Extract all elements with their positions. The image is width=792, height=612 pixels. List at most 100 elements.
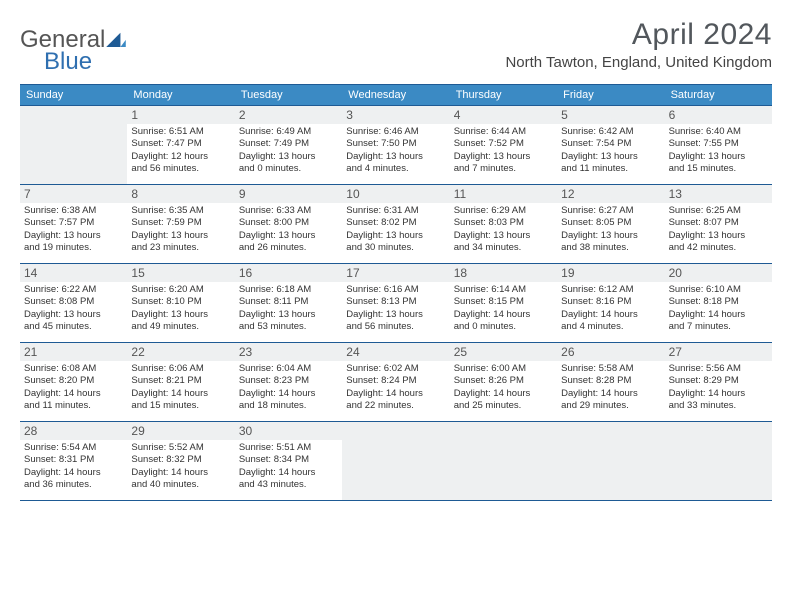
calendar-page: GeneralBlue April 2024 North Tawton, Eng… [0, 0, 792, 515]
day-number: 24 [342, 343, 449, 361]
day-number: 9 [235, 185, 342, 203]
info-line: and 43 minutes. [239, 479, 338, 491]
day-info: Sunrise: 6:25 AMSunset: 8:07 PMDaylight:… [669, 205, 768, 254]
day-cell: 4 Sunrise: 6:44 AMSunset: 7:52 PMDaylight… [450, 106, 557, 184]
info-line: Daylight: 14 hours [454, 309, 553, 321]
info-line: Sunset: 7:49 PM [239, 138, 338, 150]
day-cell: 23Sunrise: 6:04 AMSunset: 8:23 PMDayligh… [235, 343, 342, 421]
info-line: and 7 minutes. [669, 321, 768, 333]
info-line: and 42 minutes. [669, 242, 768, 254]
day-number: 5 [557, 106, 664, 124]
info-line: Sunrise: 5:52 AM [131, 442, 230, 454]
day-number: 27 [665, 343, 772, 361]
day-cell: 19Sunrise: 6:12 AMSunset: 8:16 PMDayligh… [557, 264, 664, 342]
day-info: Sunrise: 6:08 AMSunset: 8:20 PMDaylight:… [24, 363, 123, 412]
info-line: Daylight: 14 hours [561, 388, 660, 400]
info-line: and 29 minutes. [561, 400, 660, 412]
info-line: Sunrise: 5:56 AM [669, 363, 768, 375]
info-line: and 4 minutes. [346, 163, 445, 175]
weekday: Saturday [665, 85, 772, 105]
info-line: Sunrise: 6:00 AM [454, 363, 553, 375]
day-info: Sunrise: 6:27 AMSunset: 8:05 PMDaylight:… [561, 205, 660, 254]
info-line: Daylight: 14 hours [239, 467, 338, 479]
info-line: Sunrise: 6:42 AM [561, 126, 660, 138]
day-cell: 12Sunrise: 6:27 AMSunset: 8:05 PMDayligh… [557, 185, 664, 263]
header: GeneralBlue April 2024 North Tawton, Eng… [20, 18, 772, 76]
info-line: Sunrise: 5:58 AM [561, 363, 660, 375]
info-line: Daylight: 13 hours [346, 230, 445, 242]
info-line: and 11 minutes. [561, 163, 660, 175]
day-cell: 1Sunrise: 6:51 AMSunset: 7:47 PMDaylight… [127, 106, 234, 184]
day-number: 25 [450, 343, 557, 361]
info-line: Sunrise: 6:18 AM [239, 284, 338, 296]
day-number: 17 [342, 264, 449, 282]
day-info: Sunrise: 6:44 AMSunset: 7:52 PMDaylight:… [454, 126, 553, 175]
info-line: Daylight: 14 hours [561, 309, 660, 321]
day-cell: 21Sunrise: 6:08 AMSunset: 8:20 PMDayligh… [20, 343, 127, 421]
weekday: Thursday [450, 85, 557, 105]
info-line: Sunrise: 6:44 AM [454, 126, 553, 138]
info-line: and 19 minutes. [24, 242, 123, 254]
info-line: Sunset: 7:50 PM [346, 138, 445, 150]
info-line: Sunset: 8:24 PM [346, 375, 445, 387]
day-info: Sunrise: 5:51 AMSunset: 8:34 PMDaylight:… [239, 442, 338, 491]
info-line: Sunset: 8:21 PM [131, 375, 230, 387]
info-line: Sunset: 8:08 PM [24, 296, 123, 308]
day-info: Sunrise: 6:14 AMSunset: 8:15 PMDaylight:… [454, 284, 553, 333]
info-line: Sunrise: 6:40 AM [669, 126, 768, 138]
info-line: Sunrise: 6:04 AM [239, 363, 338, 375]
day-info: Sunrise: 6:10 AMSunset: 8:18 PMDaylight:… [669, 284, 768, 333]
info-line: and 33 minutes. [669, 400, 768, 412]
day-number: 16 [235, 264, 342, 282]
day-info: Sunrise: 5:52 AMSunset: 8:32 PMDaylight:… [131, 442, 230, 491]
info-line: Sunset: 8:11 PM [239, 296, 338, 308]
day-cell [20, 106, 127, 184]
info-line: Daylight: 14 hours [131, 388, 230, 400]
day-info: Sunrise: 6:16 AMSunset: 8:13 PMDaylight:… [346, 284, 445, 333]
day-cell [450, 422, 557, 500]
info-line: and 30 minutes. [346, 242, 445, 254]
info-line: Sunset: 8:20 PM [24, 375, 123, 387]
day-cell: 13Sunrise: 6:25 AMSunset: 8:07 PMDayligh… [665, 185, 772, 263]
info-line: Daylight: 14 hours [669, 309, 768, 321]
day-number: 8 [127, 185, 234, 203]
info-line: and 4 minutes. [561, 321, 660, 333]
day-number: 2 [235, 106, 342, 124]
info-line: Daylight: 14 hours [669, 388, 768, 400]
day-info: Sunrise: 6:31 AMSunset: 8:02 PMDaylight:… [346, 205, 445, 254]
day-cell: 3Sunrise: 6:46 AMSunset: 7:50 PMDaylight… [342, 106, 449, 184]
info-line: Sunset: 7:55 PM [669, 138, 768, 150]
info-line: and 36 minutes. [24, 479, 123, 491]
info-line: and 53 minutes. [239, 321, 338, 333]
weekday-header: Sunday Monday Tuesday Wednesday Thursday… [20, 85, 772, 105]
day-info: Sunrise: 5:58 AMSunset: 8:28 PMDaylight:… [561, 363, 660, 412]
info-line: Sunset: 7:59 PM [131, 217, 230, 229]
day-cell: 27 Sunrise: 5:56 AMSunset: 8:29 PMDayligh… [665, 343, 772, 421]
weekday: Tuesday [235, 85, 342, 105]
day-cell: 16 Sunrise: 6:18 AMSunset: 8:11 PMDayligh… [235, 264, 342, 342]
day-number: 4 [450, 106, 557, 124]
info-line: Sunset: 8:32 PM [131, 454, 230, 466]
info-line: Sunrise: 6:02 AM [346, 363, 445, 375]
info-line: Sunrise: 6:51 AM [131, 126, 230, 138]
day-info: Sunrise: 6:42 AMSunset: 7:54 PMDaylight:… [561, 126, 660, 175]
week-row: 14Sunrise: 6:22 AMSunset: 8:08 PMDayligh… [20, 263, 772, 342]
day-number: 3 [342, 106, 449, 124]
info-line: and 45 minutes. [24, 321, 123, 333]
day-cell: 5 Sunrise: 6:42 AMSunset: 7:54 PMDaylight… [557, 106, 664, 184]
info-line: Daylight: 13 hours [561, 230, 660, 242]
day-cell: 22Sunrise: 6:06 AMSunset: 8:21 PMDayligh… [127, 343, 234, 421]
info-line: Sunset: 7:57 PM [24, 217, 123, 229]
day-info: Sunrise: 5:56 AMSunset: 8:29 PMDaylight:… [669, 363, 768, 412]
weekday: Monday [127, 85, 234, 105]
info-line: Sunrise: 6:33 AM [239, 205, 338, 217]
info-line: Sunset: 7:47 PM [131, 138, 230, 150]
info-line: and 23 minutes. [131, 242, 230, 254]
info-line: and 15 minutes. [131, 400, 230, 412]
day-cell [342, 422, 449, 500]
day-info: Sunrise: 6:00 AMSunset: 8:26 PMDaylight:… [454, 363, 553, 412]
day-number: 22 [127, 343, 234, 361]
brand-triangle-icon [106, 26, 126, 54]
info-line: Daylight: 13 hours [239, 309, 338, 321]
info-line: Sunrise: 6:16 AM [346, 284, 445, 296]
